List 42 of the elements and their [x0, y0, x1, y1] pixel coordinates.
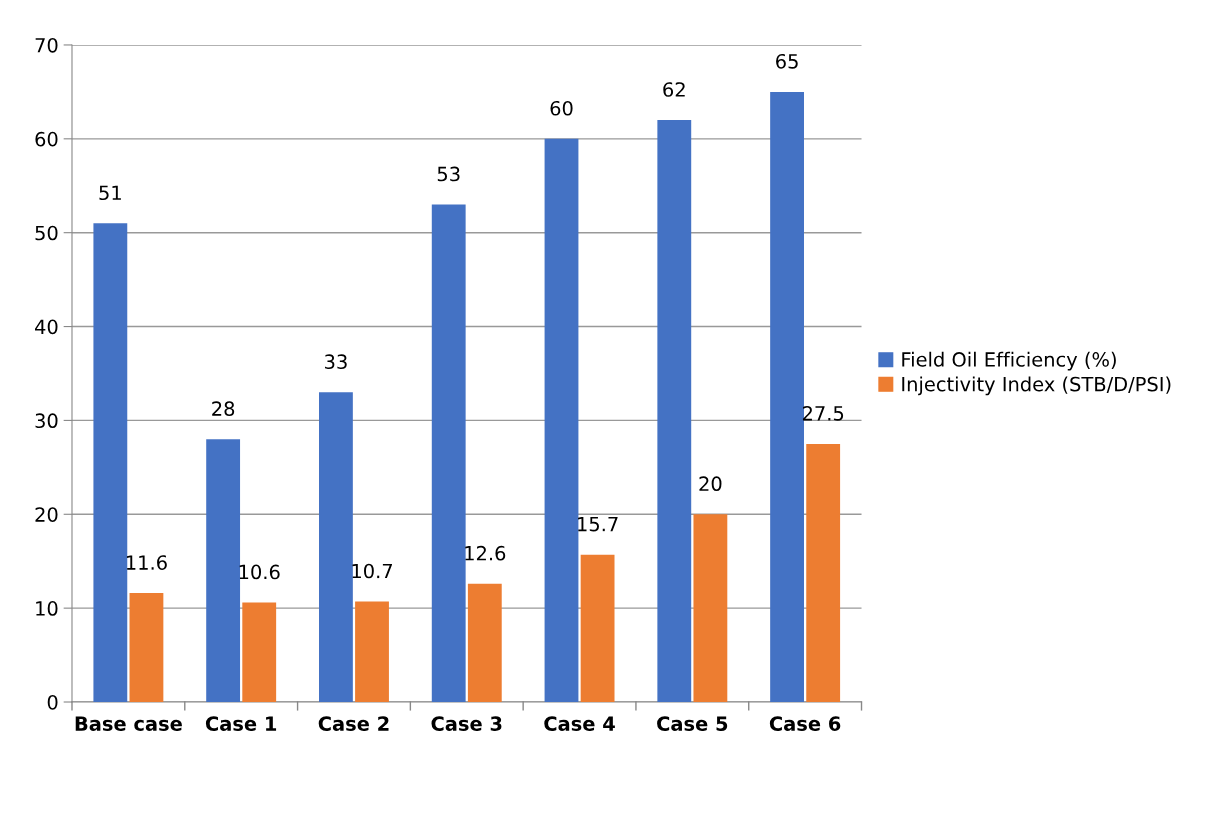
- bar: [355, 601, 389, 702]
- y-tick-label: 10: [36, 601, 58, 616]
- data-label: 28: [212, 401, 235, 416]
- data-label: 62: [663, 82, 685, 97]
- y-tick-label: 60: [35, 131, 58, 147]
- data-label: 15.7: [578, 516, 618, 532]
- x-tick-label: Base case: [75, 716, 182, 731]
- data-label: 53: [437, 166, 460, 182]
- y-tick-label: 30: [35, 413, 58, 429]
- y-tick-label: 50: [35, 225, 58, 241]
- x-tick-label: Case 3: [431, 716, 502, 731]
- data-label: 11.6: [126, 555, 167, 570]
- bar: [129, 593, 164, 702]
- bar: [242, 602, 277, 702]
- legend-label: Field Oil Efficiency (%): [902, 351, 1116, 371]
- x-tick-label: Case 2: [318, 716, 389, 731]
- bar: [806, 443, 841, 702]
- bar: [693, 514, 728, 702]
- bar: [657, 120, 692, 702]
- bar: [580, 554, 615, 702]
- y-tick-label: 20: [35, 507, 58, 522]
- bar: [431, 204, 466, 702]
- x-tick-label: Case 6: [769, 716, 841, 731]
- bar: [93, 223, 128, 702]
- bar: [770, 91, 804, 702]
- legend-label: Injectivity Index (STB/D/PSI): [902, 376, 1171, 396]
- y-tick-label: 0: [47, 694, 58, 710]
- bar: [206, 439, 241, 702]
- y-tick-label: 70: [35, 37, 58, 53]
- data-label: 12.6: [465, 545, 506, 561]
- data-label: 51: [99, 185, 121, 201]
- data-label: 65: [776, 53, 798, 69]
- x-tick-label: Case 1: [205, 716, 277, 731]
- data-label: 20: [699, 476, 722, 492]
- bar: [544, 138, 579, 702]
- data-label: 33: [325, 354, 347, 370]
- data-label: 60: [550, 100, 573, 116]
- y-tick-label: 40: [35, 319, 58, 335]
- bar: [467, 583, 502, 702]
- x-tick-label: Case 4: [544, 716, 615, 731]
- x-tick-label: Case 5: [657, 716, 728, 731]
- bar: [319, 392, 353, 702]
